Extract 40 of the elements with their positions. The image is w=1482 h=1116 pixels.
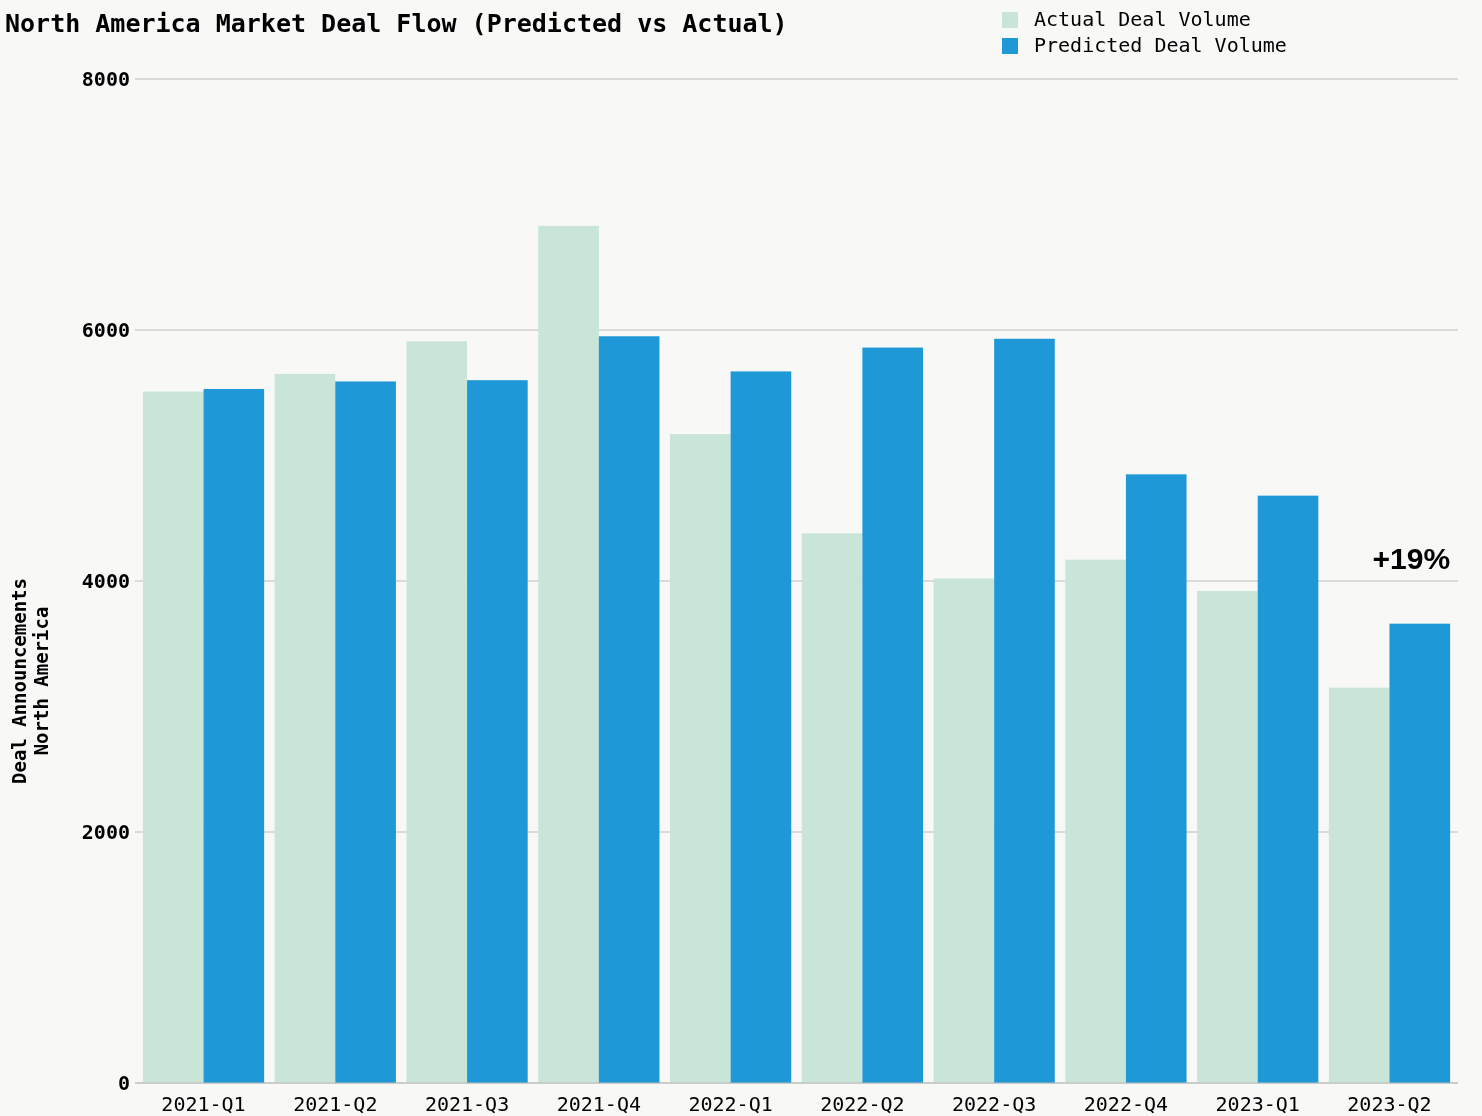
y-axis-title: Deal Announcements North America xyxy=(8,578,52,784)
bar xyxy=(862,347,923,1083)
x-tick-label: 2021-Q3 xyxy=(424,1092,510,1116)
x-tick-label: 2023-Q1 xyxy=(1215,1092,1300,1116)
legend-label: Actual Deal Volume xyxy=(1034,7,1251,31)
bar xyxy=(335,381,396,1083)
x-tick-label: 2021-Q4 xyxy=(556,1092,641,1116)
annotation: +19% xyxy=(1372,541,1451,575)
y-tick-label: 8000 xyxy=(81,67,130,91)
bar xyxy=(1389,623,1451,1083)
bar xyxy=(142,391,204,1083)
bar xyxy=(1197,591,1258,1083)
bar xyxy=(670,434,731,1083)
x-tick-label: 2022-Q2 xyxy=(820,1092,905,1116)
bar xyxy=(730,371,792,1083)
bar xyxy=(1125,474,1187,1083)
bar xyxy=(1328,687,1390,1083)
bar xyxy=(1065,559,1126,1083)
bar xyxy=(467,380,528,1083)
bar xyxy=(406,341,468,1083)
y-tick-label: 2000 xyxy=(81,820,130,844)
bar xyxy=(538,225,599,1083)
bar xyxy=(203,388,265,1083)
x-tick-label: 2022-Q3 xyxy=(952,1092,1037,1116)
legend-label: Predicted Deal Volume xyxy=(1034,33,1287,57)
bar xyxy=(274,373,336,1083)
bar xyxy=(1257,495,1319,1083)
bar xyxy=(994,338,1055,1083)
x-tick-label: 2022-Q4 xyxy=(1083,1092,1169,1116)
bar xyxy=(801,533,863,1083)
y-tick-label: 4000 xyxy=(81,569,130,593)
y-tick-label: 6000 xyxy=(81,318,130,342)
bar xyxy=(598,336,660,1083)
x-tick-label: 2021-Q2 xyxy=(293,1092,378,1116)
y-tick-label: 0 xyxy=(117,1071,130,1095)
x-tick-label: 2022-Q1 xyxy=(688,1092,773,1116)
x-tick-label: 2021-Q1 xyxy=(161,1092,246,1116)
bar xyxy=(933,578,995,1083)
x-tick-label: 2023-Q2 xyxy=(1347,1092,1432,1116)
chart-title: North America Market Deal Flow (Predicted vs Actual) xyxy=(5,9,788,38)
